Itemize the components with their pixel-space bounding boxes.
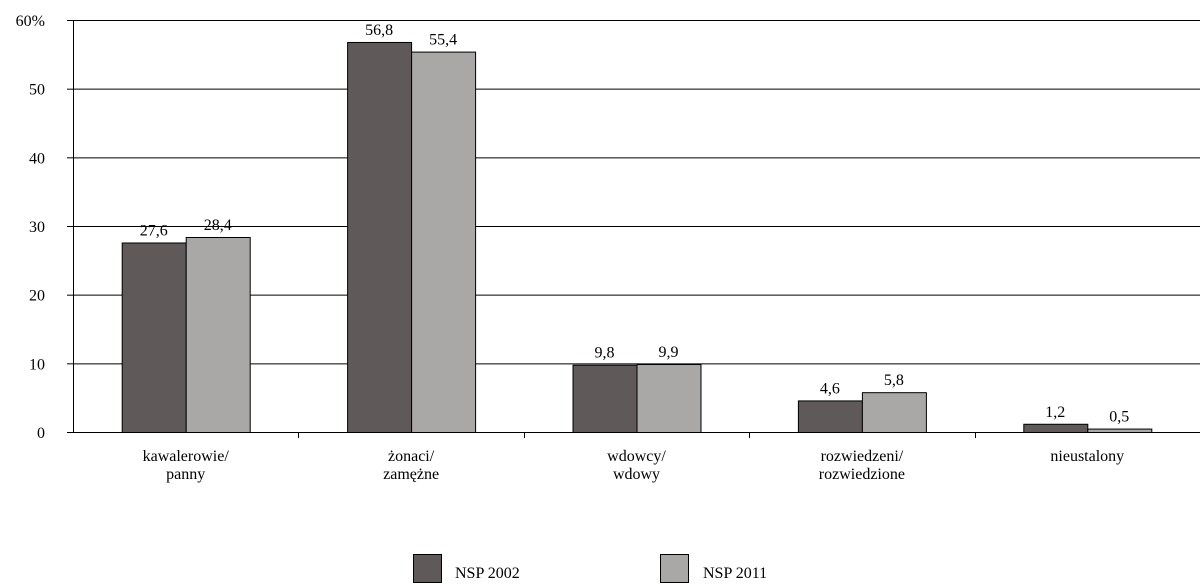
category-label: panny (166, 466, 205, 483)
bar-nsp-2002 (121, 242, 187, 433)
category-label: rozwiedzione (819, 466, 905, 483)
data-label: 4,6 (820, 380, 840, 397)
gridlines (73, 20, 1200, 365)
legend-label: NSP 2011 (703, 565, 767, 582)
bar-nsp-2002 (1023, 423, 1089, 434)
legend-label: NSP 2002 (455, 565, 520, 582)
data-label: 5,8 (884, 372, 904, 389)
bars (121, 41, 1153, 434)
legend-swatch-nsp-2011 (660, 554, 689, 583)
value-labels: 27,6 28,4 56,8 55,4 9,8 9,9 4,6 5,8 1,2 0,5 (140, 22, 1130, 426)
bar-nsp-2011 (1087, 428, 1153, 434)
category-label: żonaci/ (388, 448, 435, 465)
bar-nsp-2002 (797, 400, 863, 433)
data-label: 1,2 (1045, 404, 1065, 421)
bar-nsp-2002 (347, 41, 413, 434)
x-axis-category-labels: kawalerowie/panny żonaci/zamężne wdowcy/wd… (143, 448, 1125, 483)
y-tick-label: 10 (29, 356, 45, 373)
category-label: nieustalony (1050, 448, 1124, 465)
axes (67, 20, 1200, 438)
data-label: 56,8 (365, 22, 393, 39)
bar-nsp-2011 (411, 51, 477, 433)
data-label: 55,4 (429, 32, 457, 49)
bar-nsp-2002 (572, 364, 638, 433)
data-label: 27,6 (140, 222, 168, 239)
bar-nsp-2011 (185, 236, 251, 433)
data-label: 9,8 (595, 345, 615, 362)
data-label: 9,9 (659, 344, 679, 361)
legend-swatch-nsp-2002 (413, 554, 442, 583)
y-tick-label: 50 (29, 82, 45, 99)
y-tick-label: 0 (37, 425, 45, 442)
data-label: 0,5 (1109, 409, 1129, 426)
y-tick-label: 20 (29, 288, 45, 305)
legend: NSP 2002 NSP 2011 (413, 554, 767, 583)
category-label: rozwiedzeni/ (821, 448, 904, 465)
category-label: kawalerowie/ (143, 448, 230, 465)
y-tick-label: 30 (29, 219, 45, 236)
category-label: wdowy (613, 466, 660, 483)
bar-nsp-2011 (636, 364, 702, 433)
y-tick-label: 60% (16, 13, 45, 30)
category-label: zamężne (383, 466, 439, 483)
y-tick-label: 40 (29, 150, 45, 167)
bar-nsp-2011 (861, 392, 927, 434)
data-label: 28,4 (204, 217, 232, 234)
y-axis-tick-labels: 0 10 20 30 40 50 60% (16, 13, 45, 442)
category-label: wdowcy/ (607, 448, 666, 465)
